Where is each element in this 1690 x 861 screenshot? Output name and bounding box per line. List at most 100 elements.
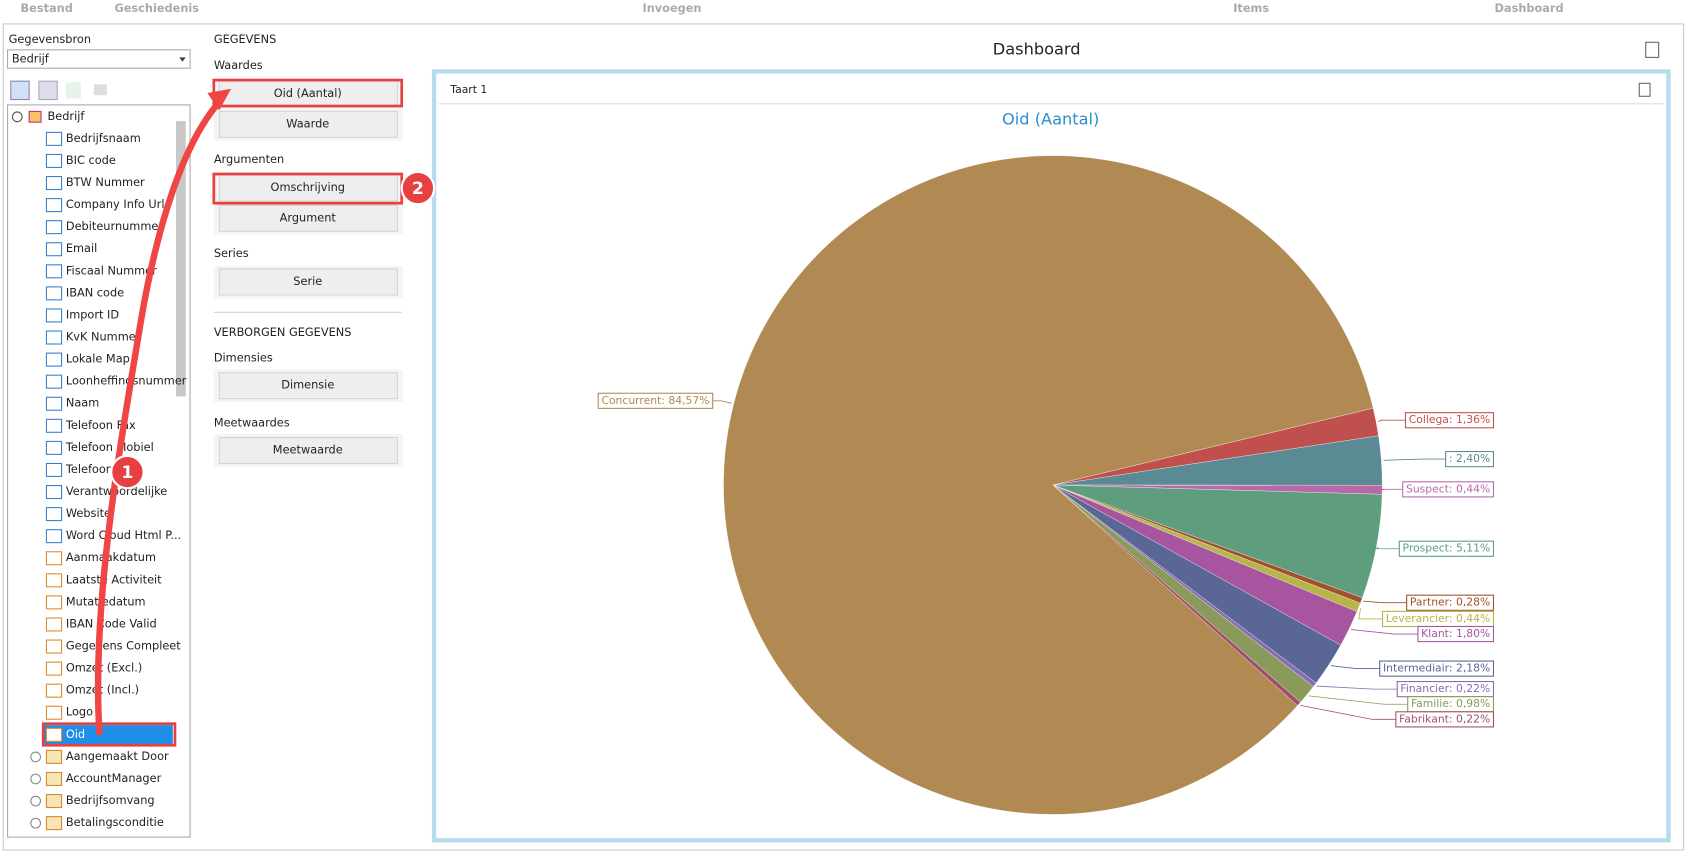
field-icon [45, 330, 63, 345]
tree-field[interactable]: IBAN Code Valid [66, 616, 157, 630]
tree-field[interactable]: Fiscaal Nummer [66, 263, 157, 277]
tree-field[interactable]: Debiteurnummer [66, 219, 163, 233]
tree-root[interactable]: Bedrijf [48, 109, 86, 123]
tree-field[interactable]: KvK Nummer [66, 330, 141, 344]
scrollbar-thumb[interactable] [176, 121, 186, 397]
swap-button[interactable] [93, 84, 107, 96]
tree-field[interactable]: Omzet (Excl.) [66, 661, 142, 675]
drop-button[interactable] [218, 204, 398, 232]
tree-field[interactable]: Website [66, 506, 111, 520]
button-label: Oid (Aantal) [274, 86, 342, 100]
tree-field[interactable]: Import ID [66, 307, 120, 321]
menu-tab[interactable]: Invoegen [643, 1, 702, 15]
sort-desc[interactable] [65, 82, 81, 99]
binding-title: GEGEVENS [214, 32, 276, 46]
field-icon [45, 705, 63, 720]
item-title: Taart 1 [449, 83, 487, 96]
field-icon [45, 153, 63, 168]
leader-line [712, 400, 732, 404]
tree-field[interactable]: IBAN code [66, 285, 124, 299]
tree-field[interactable]: Naam [66, 396, 99, 410]
leader-line [1330, 665, 1380, 670]
tree-field[interactable]: Aanmaakdatum [66, 550, 156, 564]
tree-field[interactable]: Email [66, 241, 97, 255]
tree-field[interactable]: Bedrijfsnaam [66, 131, 141, 145]
tree-table[interactable]: AccountManager [66, 771, 162, 785]
expander[interactable] [11, 111, 23, 123]
drop-button[interactable] [218, 110, 398, 138]
tree-table[interactable]: Bedrijfsomvang [66, 793, 155, 807]
button-label: Meetwaarde [273, 442, 343, 456]
leader-line [1300, 704, 1396, 720]
callout [110, 454, 145, 490]
field-icon [45, 727, 63, 742]
button-label: Dimensie [281, 378, 334, 392]
menu-tab[interactable]: Geschiedenis [114, 1, 199, 15]
menu-tab[interactable]: Bestand [21, 1, 73, 15]
field-icon [45, 286, 63, 301]
field-icon [45, 507, 63, 522]
leader-line [1358, 608, 1383, 620]
tree-field[interactable]: Oid [66, 727, 85, 741]
field-icon [45, 617, 63, 632]
leader-line [1308, 695, 1408, 705]
field-icon [45, 551, 63, 566]
tree-table[interactable]: Betalingsconditie [66, 815, 164, 829]
expander[interactable] [30, 795, 42, 807]
section-label: Series [214, 246, 249, 260]
callout-number: 2 [412, 179, 424, 199]
dashboard-title: Dashboard [993, 39, 1081, 58]
tree-field[interactable]: Mutatiedatum [66, 594, 146, 608]
chart-title: Oid (Aantal) [1002, 110, 1099, 129]
drop-button[interactable] [218, 436, 398, 464]
tree: Bedrijf Bedrijfsnaam BIC code BTW Nummer Com… [11, 109, 187, 831]
table-icon [45, 749, 63, 764]
tree-table[interactable]: Aangemaakt Door [66, 749, 169, 763]
tree-field[interactable]: Gegevens Compleet [66, 639, 181, 653]
tree-field[interactable]: Word Cloud Html P... [66, 528, 181, 542]
item-export-icon[interactable] [1638, 82, 1651, 97]
tree-field[interactable]: BTW Nummer [66, 175, 145, 189]
field-icon [45, 264, 63, 279]
tree-field[interactable]: Logo [66, 705, 93, 719]
slice-label: Partner: 0,28% [1410, 596, 1490, 609]
sort-asc[interactable] [38, 80, 58, 101]
leader-line [1351, 629, 1418, 635]
slice-label: Leverancier: 0,44% [1386, 612, 1490, 625]
field-icon [45, 175, 63, 191]
hidden-title: VERBORGEN GEGEVENS [214, 325, 352, 339]
datasource-dropdown[interactable] [7, 49, 191, 69]
field-icon [45, 242, 63, 257]
tree-field[interactable]: Company Info Url [66, 197, 165, 211]
callout [400, 170, 436, 206]
tree-field[interactable]: Laatste Activiteit [66, 572, 162, 586]
field-icon [45, 639, 63, 654]
slice-label: Financier: 0,22% [1400, 682, 1490, 695]
drop-button[interactable] [218, 372, 398, 400]
export-icon[interactable] [1645, 41, 1660, 58]
tree-field[interactable]: Loonheffingsnummer [66, 374, 187, 388]
pie-slice[interactable] [723, 155, 1374, 815]
tree-field[interactable]: Lokale Map [66, 352, 130, 366]
selection [44, 725, 173, 745]
menu-tab[interactable]: Items [1233, 1, 1269, 15]
leader-line [1375, 546, 1400, 550]
expander[interactable] [30, 751, 42, 763]
tree-field[interactable]: Telefoon Mobiel [65, 440, 154, 454]
tree-field[interactable]: BIC code [66, 153, 116, 167]
arrow-head [207, 88, 232, 111]
slice-label: Familie: 0,98% [1411, 697, 1490, 710]
expander[interactable] [30, 773, 42, 785]
field-icon [45, 573, 63, 588]
drop-button[interactable] [218, 268, 398, 296]
tree-field[interactable]: Omzet (Incl.) [66, 683, 139, 697]
field-icon [45, 529, 63, 544]
expander[interactable] [30, 817, 42, 829]
arrow [94, 96, 225, 736]
tree-field[interactable]: Telefoon Fax [65, 418, 136, 432]
window-frame [2, 23, 1685, 851]
drop-button[interactable] [218, 174, 398, 202]
menu-tab[interactable]: Dashboard [1495, 1, 1564, 15]
tool-button[interactable] [10, 80, 30, 101]
